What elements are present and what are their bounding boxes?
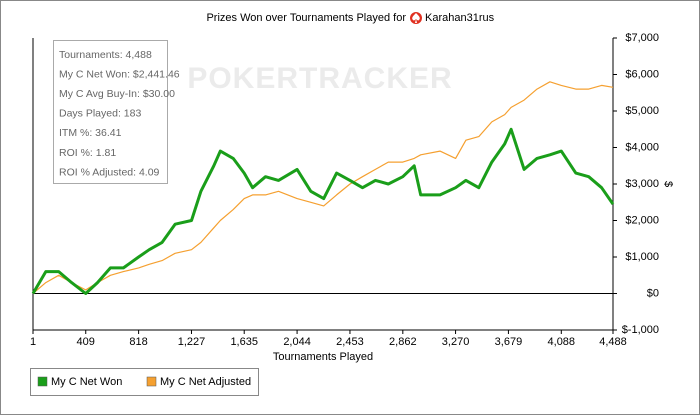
x-tick-label: 818 <box>129 336 147 348</box>
y-tick-label: $1,000 <box>625 251 659 263</box>
x-tick-label: 3,270 <box>442 336 470 348</box>
y-tick-label: $3,000 <box>625 178 659 190</box>
x-tick-label: 1 <box>30 336 36 348</box>
y-tick-label: $7,000 <box>625 32 659 44</box>
x-tick-label: 2,453 <box>336 336 364 348</box>
legend-swatch <box>146 376 157 387</box>
stat-line: ROI % Adjusted: 4.09 <box>59 166 160 178</box>
stats-box <box>53 40 168 184</box>
x-tick-label: 2,044 <box>283 336 311 348</box>
stat-line: Tournaments: 4,488 <box>59 49 152 61</box>
x-tick-label: 4,488 <box>599 336 627 348</box>
x-tick-label: 2,862 <box>389 336 417 348</box>
series-line <box>32 81 614 294</box>
x-tick-label: 4,088 <box>548 336 576 348</box>
x-tick-label: 1,227 <box>178 336 206 348</box>
y-tick-label: $0 <box>647 287 659 299</box>
series-line <box>31 127 615 295</box>
legend-label: My C Net Adjusted <box>160 376 251 388</box>
y-tick-label: $6,000 <box>625 68 659 80</box>
y-tick-label: $5,000 <box>625 105 659 117</box>
chart-title: Prizes Won over Tournaments Played for <box>206 12 406 24</box>
y-tick-label: $2,000 <box>625 214 659 226</box>
stat-line: ROI %: 1.81 <box>59 147 116 159</box>
x-tick-label: 409 <box>77 336 95 348</box>
y-tick-label: $-1,000 <box>622 324 659 336</box>
stat-line: My C Net Won: $2,441.46 <box>59 68 180 80</box>
legend-label: My C Net Won <box>51 376 122 388</box>
legend-box <box>30 368 259 396</box>
y-tick-label: $4,000 <box>625 141 659 153</box>
y-axis-label: $ <box>662 181 674 187</box>
stat-line: My C Avg Buy-In: $30.00 <box>59 88 175 100</box>
x-axis-label: Tournaments Played <box>273 351 373 363</box>
watermark: POKERTRACKER <box>187 62 452 95</box>
player-icon <box>410 12 422 24</box>
legend-swatch <box>37 376 48 387</box>
stat-line: ITM %: 36.41 <box>59 127 122 139</box>
x-tick-label: 1,635 <box>230 336 258 348</box>
x-tick-label: 3,679 <box>495 336 523 348</box>
player-name: Karahan31rus <box>425 12 495 24</box>
stat-line: Days Played: 183 <box>59 108 141 120</box>
